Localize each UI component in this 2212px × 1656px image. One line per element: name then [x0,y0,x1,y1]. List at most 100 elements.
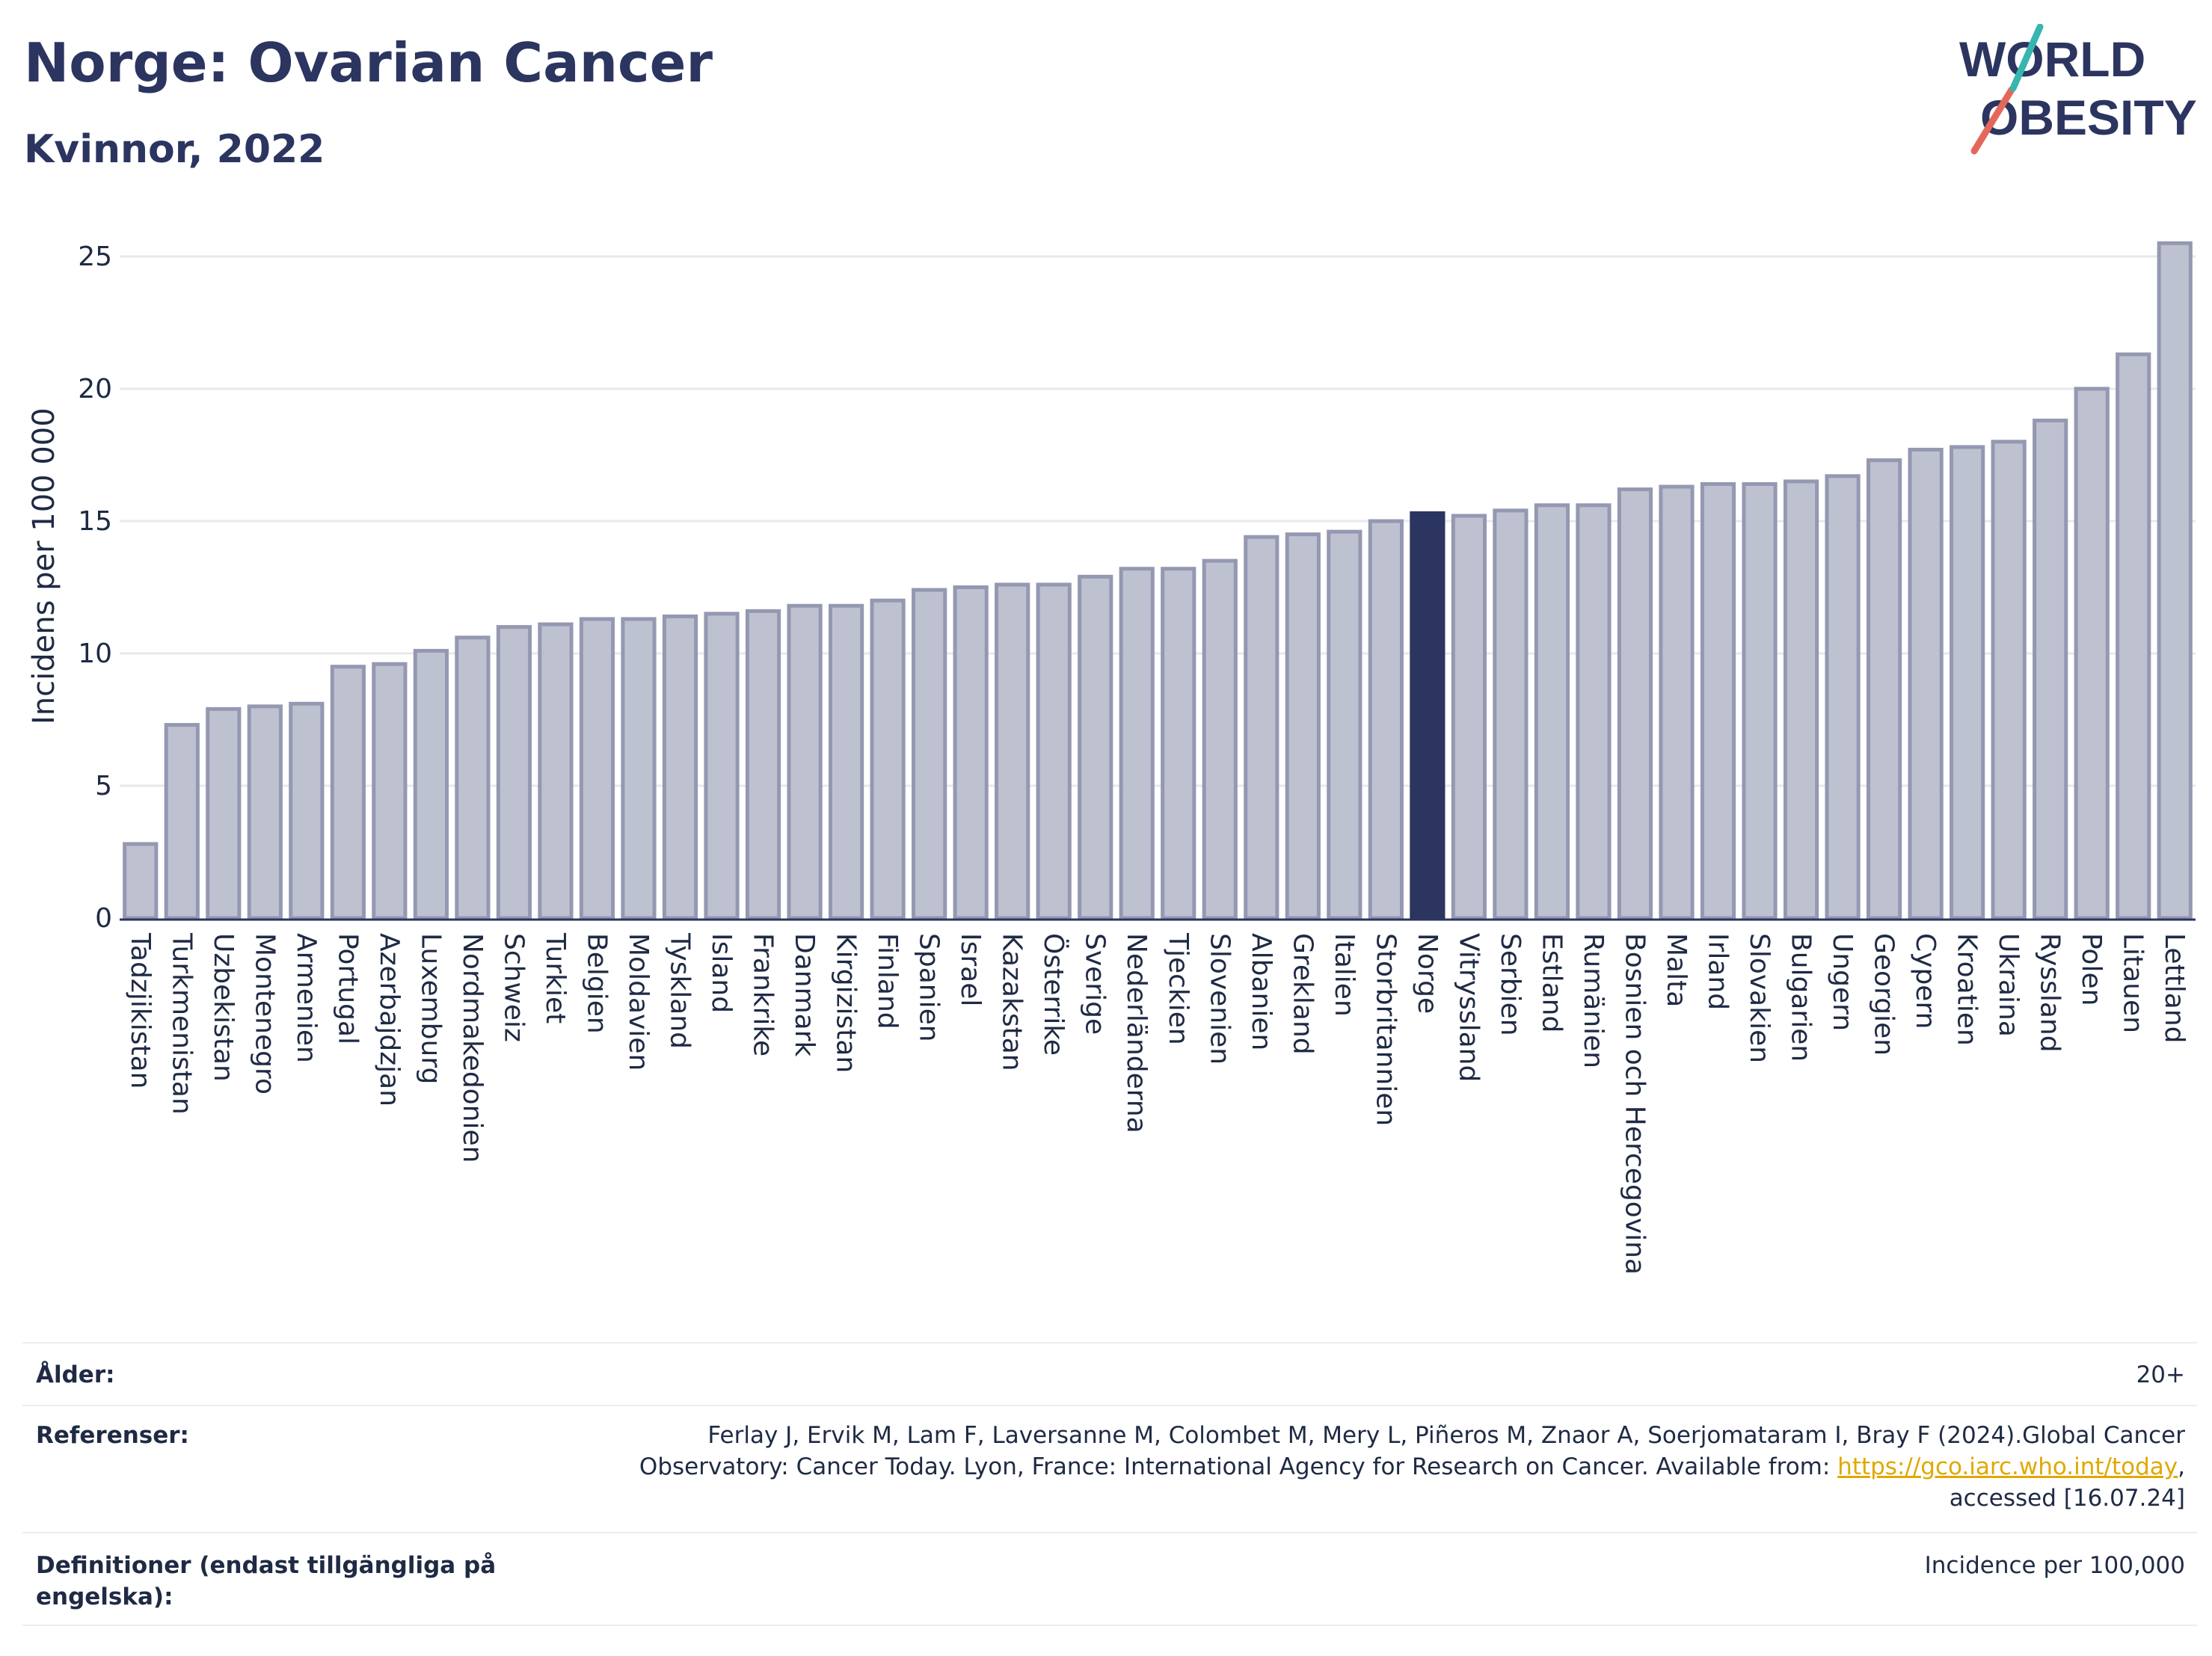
bar [1244,535,1279,920]
x-tick-label: Turkiet [540,932,571,1024]
x-tick-label: Bulgarien [1786,933,1816,1062]
bar [1700,481,1736,920]
info-table: Ålder: 20+ Referenser: Ferlay J, Ervik M… [22,1342,2197,1641]
x-tick-label: Israel [955,933,986,1006]
references-text: Ferlay J, Ervik M, Lam F, Laversanne M, … [465,1420,2185,1514]
bar [1493,508,1529,920]
info-bottom-divider [22,1625,2197,1626]
bar [870,598,906,920]
chart-bars [123,241,2193,920]
y-tick-label: 0 [95,903,112,934]
age-value: 20+ [2136,1361,2185,1388]
references-link[interactable]: https://gco.iarc.who.int/today [1837,1453,2178,1480]
x-tick-label: Vitryssland [1453,933,1484,1082]
x-tick-label: Azerbajdzjan [374,933,405,1106]
y-tick-label: 10 [78,638,112,669]
x-tick-label: Luxemburg [415,933,446,1084]
bar [1451,514,1487,920]
bar [1742,481,1778,920]
logo-word-world: WORLD [1959,31,2145,87]
bar [247,704,283,920]
bar [1285,532,1321,920]
definitions-label: Definitioner (endast tillgängliga på eng… [36,1552,497,1610]
bar [1991,440,2027,920]
bar [1161,567,1196,920]
bar [1576,503,1612,920]
x-tick-label: Malta [1661,933,1692,1007]
bar [413,648,449,920]
info-row-references: Referenser: Ferlay J, Ervik M, Lam F, La… [22,1405,2197,1533]
y-tick-label: 5 [95,771,112,801]
x-tick-label: Grekland [1287,933,1318,1055]
x-tick-label: Slovenien [1204,933,1235,1065]
x-tick-label: Norge [1412,933,1443,1014]
bar [1368,519,1404,920]
bar [1078,574,1113,920]
bar [496,625,532,920]
x-tick-label: Kirgizistan [831,933,861,1073]
logo-slash-red [1970,86,2015,155]
x-tick-label: Bosnien och Hercegovina [1619,933,1650,1275]
bar [289,701,325,920]
x-tick-label: Slovakien [1744,933,1775,1063]
references-label: Referenser: [36,1422,189,1449]
x-tick-label: Kroatien [1952,933,1982,1046]
bar [164,723,200,920]
x-tick-label: Schweiz [498,933,529,1042]
bar [206,707,242,920]
bar [1659,484,1695,920]
info-row-definitions: Definitioner (endast tillgängliga på eng… [22,1532,2197,1626]
x-tick-label: Estland [1536,933,1567,1032]
bar [579,617,615,920]
bar [1327,529,1362,920]
bar [1119,567,1155,920]
references-line-2-suffix: , [2178,1453,2185,1480]
x-tick-label: Belgien [581,933,612,1034]
references-line-1: Ferlay J, Ervik M, Lam F, Laversanne M, … [707,1422,2185,1449]
x-tick-label: Österrike [1038,933,1069,1056]
y-tick-label: 15 [78,506,112,537]
bar [953,585,989,920]
bar [1202,558,1238,920]
x-tick-label: Tjeckien [1163,932,1193,1045]
x-tick-label: Tadzjikistan [125,932,156,1089]
page-title: Norge: Ovarian Cancer [24,31,713,94]
bar [995,582,1030,920]
bar [2157,241,2193,920]
page-subtitle: Kvinnor, 2022 [24,127,325,172]
references-line-2: Observatory: Cancer Today. Lyon, France:… [465,1451,2185,1483]
x-tick-label: Sverige [1080,933,1110,1035]
bar [1867,458,1902,920]
x-tick-label: Irland [1703,933,1733,1010]
bar [455,635,491,920]
bar [2074,387,2110,920]
logo-slash-teal [2009,24,2044,92]
y-tick-label: 25 [78,241,112,272]
x-tick-label: Spanien [914,933,944,1042]
bar [1783,479,1819,920]
bar [123,842,159,920]
bar [330,665,366,920]
x-tick-label: Cypern [1910,933,1941,1029]
references-line-3: accessed [16.07.24] [1949,1485,2185,1512]
bar [372,662,408,920]
info-row-age: Ålder: 20+ [22,1342,2197,1406]
logo-word-obesity: OBESITY [1980,90,2197,145]
x-tick-label: Albanien [1246,933,1276,1050]
definitions-value: Incidence per 100,000 [1924,1552,2185,1579]
references-line-2-text: Observatory: Cancer Today. Lyon, France:… [639,1453,1838,1480]
bar [538,622,574,920]
bar [787,603,823,920]
x-tick-label: Nordmakedonien [457,933,488,1163]
y-axis-title: Incidens per 100 000 [27,407,61,724]
bar-chart: 0 5 10 15 20 25 Tadzjikistan Turkmenistan Uzbek… [27,241,2196,1275]
x-tick-label: Finland [872,933,903,1029]
bar [1617,487,1653,920]
x-tick-label: Storbritannien [1370,933,1401,1126]
bar [745,609,781,920]
x-tick-label: Serbien [1495,933,1526,1036]
world-obesity-logo: WORLD OBESITY [1959,24,2197,155]
x-tick-label: Ukraina [1993,933,2024,1037]
x-tick-label: Frankrike [748,933,778,1056]
bar [1036,582,1072,920]
